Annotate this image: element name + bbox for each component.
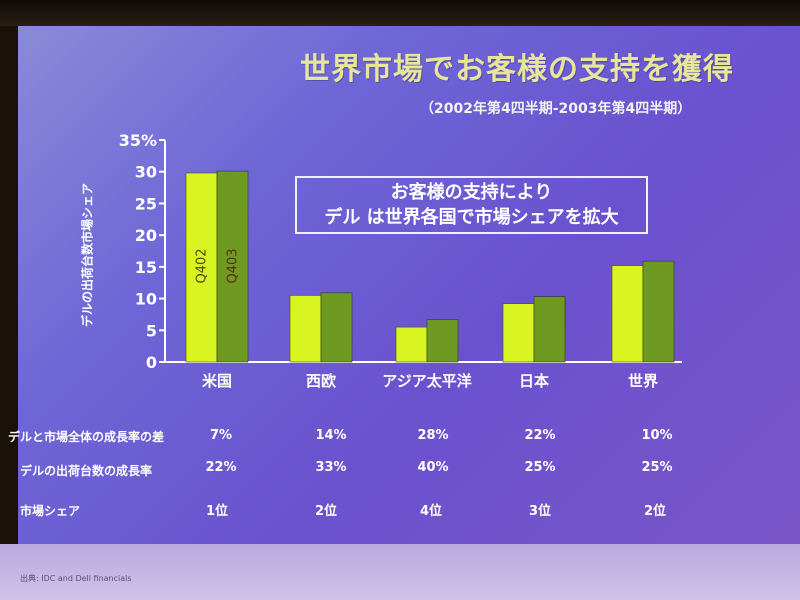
source-note: 出典: IDC and Dell financials (20, 574, 132, 583)
projection-screen-bottom (0, 544, 800, 600)
series-label-q402: Q402 (195, 248, 210, 283)
table-cell: 7% (209, 428, 233, 443)
table-cell: 22% (524, 428, 556, 443)
y-tick-label: 20 (135, 226, 157, 245)
table-cell: 22% (205, 460, 237, 475)
y-tick-label: 30 (135, 163, 157, 182)
bar-q403 (320, 292, 353, 363)
bar-q403 (533, 296, 566, 363)
bar-q403 (216, 170, 249, 363)
table-cell: 2位 (314, 504, 338, 519)
table-cell: 10% (641, 428, 673, 443)
bar-q402 (289, 295, 322, 363)
table-cell: 2位 (643, 504, 667, 519)
table-cell: 40% (417, 460, 449, 475)
x-tick-label: 日本 (519, 372, 549, 390)
callout-box: お客様の支持により デル は世界各国で市場シェアを拡大 (295, 176, 648, 234)
table-cell: 33% (315, 460, 347, 475)
table-cell: 25% (524, 460, 556, 475)
slide-title: 世界市場でお客様の支持を獲得 (300, 52, 734, 87)
bar-q403 (426, 319, 459, 363)
table-cell: 3位 (528, 504, 552, 519)
series-label-q403: Q403 (226, 248, 241, 283)
x-tick-label: 米国 (202, 372, 232, 390)
bar-q402 (502, 303, 535, 363)
table-cell: 28% (417, 428, 449, 443)
row-label-market-rank: 市場シェア (20, 504, 81, 518)
projector-top-edge (0, 0, 800, 26)
y-tick-label: 5 (146, 321, 157, 340)
y-tick-label: 15 (135, 258, 157, 277)
table-cell: 1位 (205, 504, 229, 519)
x-tick-label: アジア太平洋 (382, 372, 471, 390)
row-label-growth-diff: デルと市場全体の成長率の差 (8, 430, 165, 444)
callout-line-1: お客様の支持により (390, 182, 553, 203)
bar-q402 (185, 172, 218, 363)
y-tick-label: 25 (135, 194, 157, 213)
bar-q403 (642, 260, 675, 363)
x-tick-label: 世界 (628, 372, 658, 390)
y-tick-label: 35% (119, 131, 157, 150)
table-cell: 25% (641, 460, 673, 475)
bar-q402 (611, 265, 644, 363)
bar-q402 (395, 326, 428, 363)
x-tick-label: 西欧 (306, 372, 336, 390)
table-cell: 4位 (419, 504, 443, 519)
table-cell: 14% (315, 428, 347, 443)
row-label-shipment-growth: デルの出荷台数の成長率 (20, 464, 153, 478)
callout-line-2: デル は世界各国で市場シェアを拡大 (324, 207, 619, 228)
slide-subtitle: （2002年第4四半期-2003年第4四半期） (420, 101, 692, 117)
y-tick-label: 10 (135, 290, 157, 309)
y-tick-label: 0 (146, 353, 157, 372)
